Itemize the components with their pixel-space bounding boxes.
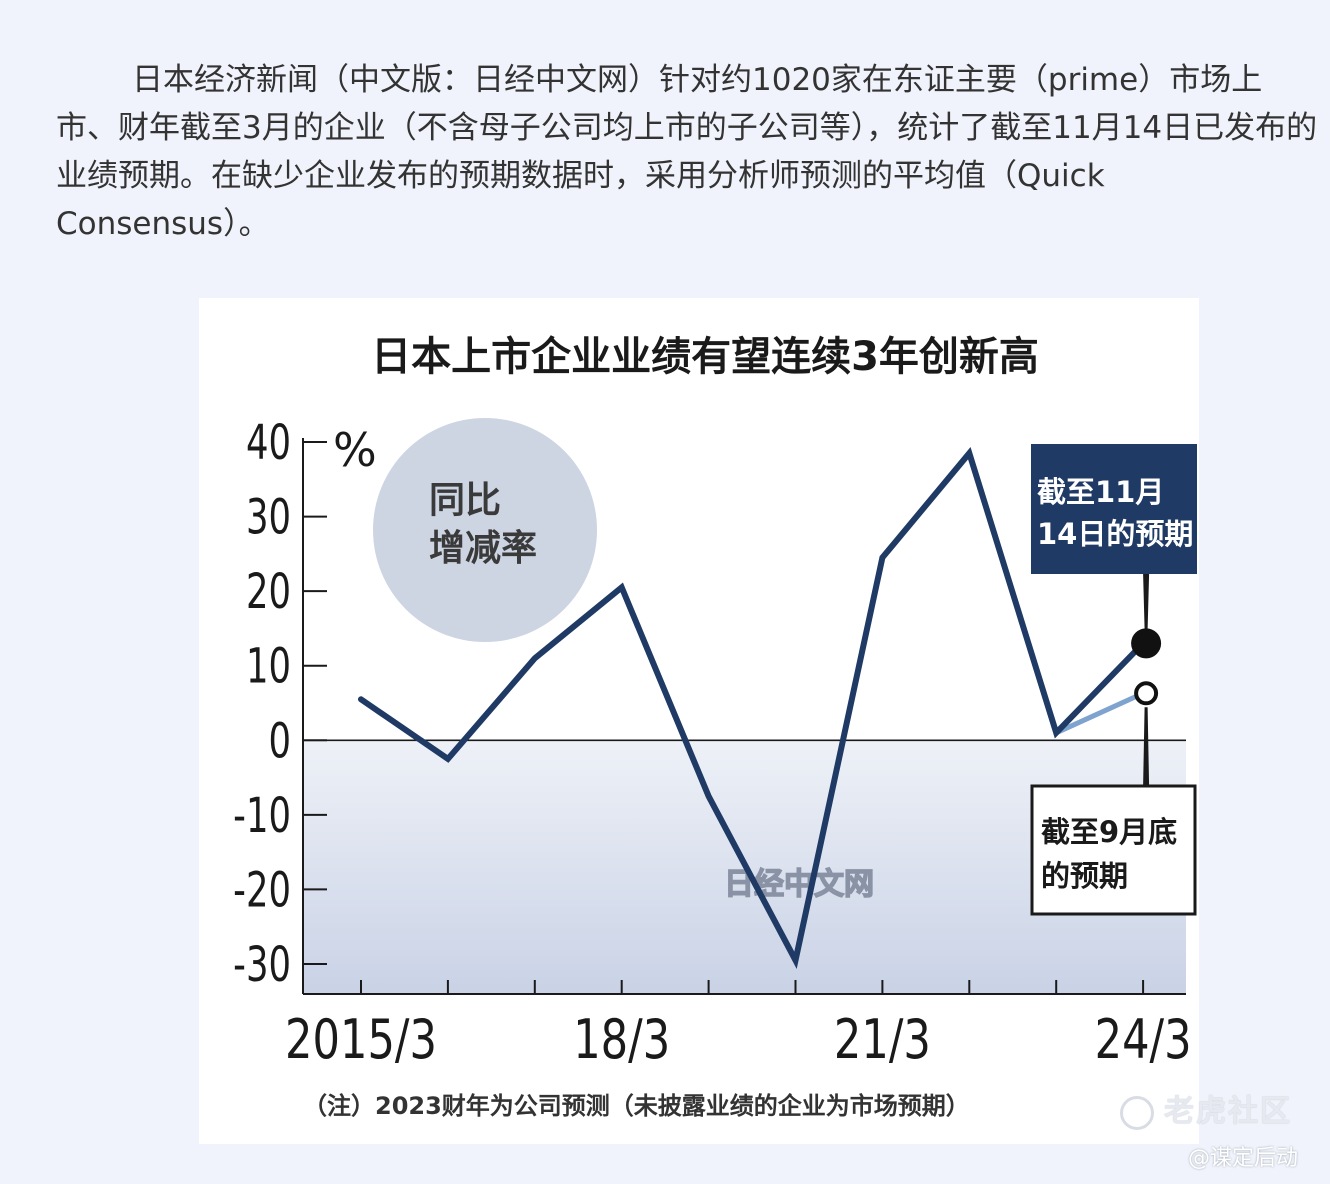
callout-september-line-1: 截至9月底 bbox=[1041, 815, 1177, 849]
callout-september-box bbox=[1030, 784, 1197, 916]
marker-nov-forecast bbox=[1131, 628, 1162, 659]
marker-sept-forecast bbox=[1134, 681, 1159, 706]
callout-november-line-2: 14日的预期 bbox=[1037, 517, 1193, 551]
y-tick-label: -20 bbox=[233, 863, 291, 919]
chart: 日本上市企业业绩有望连续3年创新高 40 30 20 10 0 -10 -20 -30% 201… bbox=[233, 334, 1197, 1120]
y-tick-label: 10 bbox=[246, 639, 291, 695]
x-tick-label: 18/3 bbox=[573, 1008, 670, 1071]
user-watermark: @谋定后动 bbox=[1188, 1146, 1299, 1171]
callout-november-box bbox=[1031, 444, 1197, 574]
y-tick-label: 20 bbox=[246, 564, 291, 620]
callout-september-line-2: 的预期 bbox=[1041, 859, 1128, 893]
series-line-nov-forecast bbox=[358, 447, 1147, 969]
callout-september-pointer bbox=[1143, 707, 1150, 786]
bubble-line-2: 增减率 bbox=[429, 528, 537, 569]
series-line-sept-forecast bbox=[1053, 690, 1146, 736]
bubble-line-1: 同比 bbox=[429, 480, 501, 521]
brand-watermark: 老虎社区 bbox=[1120, 1086, 1292, 1130]
callout-november-line-1: 截至11月 bbox=[1037, 475, 1164, 509]
chart-figure: 日本上市企业业绩有望连续3年创新高 40 30 20 10 0 -10 -20 -30% 201… bbox=[199, 298, 1199, 1144]
callout-november: 截至11月 14日的预期 bbox=[1031, 444, 1197, 574]
callout-november-pointer bbox=[1143, 574, 1150, 630]
tiger-logo-icon bbox=[1120, 1095, 1154, 1130]
bubble-circle bbox=[373, 418, 597, 642]
callout-september: 截至9月底 的预期 bbox=[1030, 784, 1197, 916]
y-tick-label: -30 bbox=[233, 937, 291, 993]
article-paragraph: 日本经济新闻（中文版：日经中文网）针对约1020家在东证主要（prime）市场上… bbox=[56, 62, 1318, 242]
brand-watermark-text: 老虎社区 bbox=[1164, 1094, 1292, 1129]
chart-title: 日本上市企业业绩有望连续3年创新高 bbox=[371, 334, 1039, 380]
x-tick-label: 2015/3 bbox=[285, 1008, 437, 1071]
legend-bubble: 同比 增减率 bbox=[373, 418, 597, 642]
y-tick-label: 40 bbox=[246, 415, 291, 471]
y-tick-label: 0 bbox=[268, 714, 291, 770]
y-axis-unit: % bbox=[333, 423, 377, 477]
chart-note: （注）2023财年为公司预测（未披露业绩的企业为市场预期） bbox=[303, 1092, 970, 1120]
y-tick-label: -10 bbox=[233, 788, 291, 844]
x-tick-label: 21/3 bbox=[834, 1008, 931, 1071]
y-tick-label: 30 bbox=[246, 490, 291, 546]
x-tick-label: 24/3 bbox=[1095, 1008, 1192, 1071]
